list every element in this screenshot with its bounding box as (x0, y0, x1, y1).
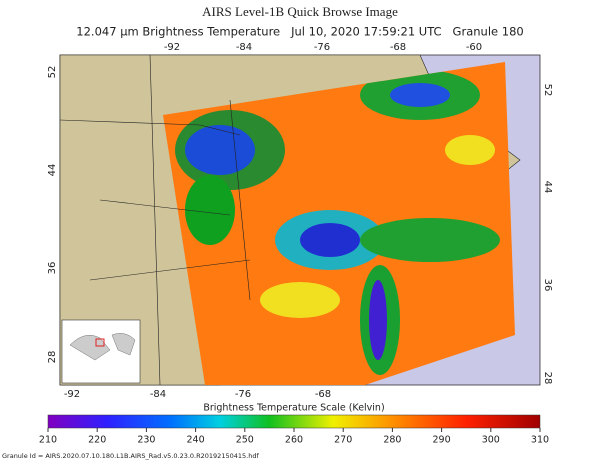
map (59, 54, 541, 386)
lon-label: -68 (315, 389, 331, 400)
borders (59, 54, 251, 386)
colorbar-tick-label: 280 (383, 435, 401, 446)
swath (163, 62, 515, 385)
colorbar-tick-label: 270 (334, 435, 352, 446)
footer: Granule Id = AIRS.2020.07.10.180.L1B.AIR… (2, 452, 259, 460)
lon-label: -68 (390, 42, 406, 53)
inset-locator (95, 338, 105, 347)
colorbar-tick-label: 290 (433, 435, 451, 446)
subtitle: 12.047 μm Brightness Temperature Jul 10,… (76, 25, 523, 39)
lon-label: -92 (164, 42, 180, 53)
lon-label: -76 (235, 389, 251, 400)
lat-label: 52 (542, 84, 553, 97)
lat-label: 36 (47, 262, 58, 275)
colorbar-tick-label: 220 (88, 435, 106, 446)
colorbar (47, 414, 541, 429)
inset-land (69, 333, 136, 361)
lat-label: 52 (47, 66, 58, 79)
colorbar-title: Brightness Temperature Scale (Kelvin) (203, 403, 384, 414)
lat-label: 36 (542, 279, 553, 292)
lon-label: -76 (314, 42, 330, 53)
colorbar-tick-label: 210 (39, 435, 57, 446)
lat-label: 28 (47, 351, 58, 364)
colorbar-ticks: 210 220 230 240 250 260 270 280 290 300 310 (39, 428, 549, 446)
lon-label: -84 (150, 389, 166, 400)
colorbar-tick-label: 250 (236, 435, 254, 446)
lat-label: 28 (542, 372, 553, 385)
colorbar-tick-label: 310 (531, 435, 549, 446)
colorbar-tick-label: 240 (187, 435, 205, 446)
lon-label: -84 (236, 42, 252, 53)
lon-label: -60 (466, 42, 482, 53)
lat-label: 44 (47, 164, 58, 177)
lat-label: 44 (542, 181, 553, 194)
title: AIRS Level-1B Quick Browse Image (202, 4, 398, 19)
colorbar-tick-label: 300 (482, 435, 500, 446)
colorbar-tick-label: 260 (285, 435, 303, 446)
lon-label: -92 (64, 389, 80, 400)
colorbar-tick-label: 230 (137, 435, 155, 446)
